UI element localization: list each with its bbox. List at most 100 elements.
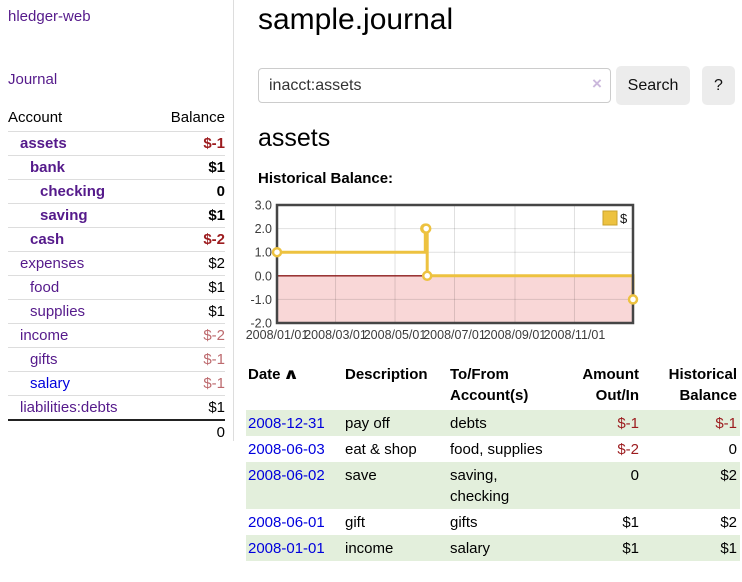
search-button[interactable]: Search [616, 66, 690, 105]
transaction-row[interactable]: 2008-06-02 save saving, checking 0 $2 [246, 462, 740, 509]
account-balance: $-1 [153, 347, 225, 372]
account-row: gifts $-1 [8, 347, 225, 372]
account-link[interactable]: supplies [30, 303, 86, 320]
transaction-balance: $-1 [715, 414, 737, 432]
account-row: food $1 [8, 275, 225, 300]
account-balance: $1 [153, 155, 225, 180]
accounts-total-row: 0 [8, 419, 225, 444]
historical-balance-chart: $3.0 2.0 1.0 0.0 -1.0 -2.02008/01/012008/03/0… [246, 199, 639, 342]
y-tick-label: -1.0 [250, 293, 272, 307]
y-tick-label: 3.0 [255, 199, 272, 213]
legend-swatch [602, 210, 618, 226]
account-row: expenses $2 [8, 251, 225, 276]
transaction-row[interactable]: 2008-12-31 pay off debts $-1 $-1 [246, 410, 740, 436]
transaction-amount: $1 [622, 539, 639, 557]
account-link[interactable]: cash [30, 231, 65, 248]
account-row: salary $-1 [8, 371, 225, 396]
account-balance: $1 [153, 203, 225, 228]
transaction-accounts: debts [450, 414, 487, 432]
transaction-description: pay off [345, 414, 390, 432]
data-point-marker [271, 246, 283, 258]
search-input[interactable] [258, 68, 611, 103]
x-tick-label: 2008/11/01 [544, 328, 606, 342]
x-tick-label: 2008/09/01 [484, 328, 547, 342]
transaction-row[interactable]: 2008-06-03 eat & shop food, supplies $-2 0 [246, 436, 740, 462]
x-tick-label: 2008/07/01 [423, 328, 486, 342]
data-point-marker [420, 223, 432, 234]
account-link[interactable]: expenses [20, 255, 85, 272]
data-point-marker [627, 294, 639, 305]
app-title-link[interactable]: hledger-web [8, 8, 91, 25]
transaction-row[interactable]: 2008-01-01 income salary $1 $1 [246, 535, 740, 561]
amount-column-header: Amount Out/In [582, 366, 639, 404]
legend-label: $ [620, 211, 628, 226]
accounts-table-header: Account Balance [8, 105, 225, 132]
transaction-row[interactable]: 2008-06-01 gift gifts $1 $2 [246, 509, 740, 535]
account-link[interactable]: saving [40, 207, 88, 224]
tofrom-column-header: To/From Account(s) [450, 366, 529, 404]
help-button[interactable]: ? [702, 66, 735, 105]
transaction-amount: 0 [630, 466, 639, 484]
account-row: liabilities:debts $1 [8, 395, 225, 420]
account-link[interactable]: food [30, 279, 60, 296]
account-link[interactable]: assets [20, 135, 67, 152]
account-row: saving $1 [8, 203, 225, 228]
accounts-table: Account Balance assets $-1 bank $1 checking 0… [8, 105, 225, 444]
transaction-balance: $2 [720, 513, 737, 531]
accounts-table-body: assets $-1 bank $1 checking 0 saving $1 cash $-2 e… [8, 131, 225, 444]
sidebar-divider [233, 0, 234, 441]
balance-column-header: Balance [170, 109, 225, 126]
account-link[interactable]: gifts [30, 351, 58, 368]
account-balance: $-2 [153, 227, 225, 252]
sidebar: hledger-web Journal Account Balance asse… [0, 0, 233, 582]
y-tick-label: 2.0 [255, 222, 272, 236]
transaction-accounts: gifts [450, 513, 478, 531]
account-row: supplies $1 [8, 299, 225, 324]
account-link[interactable]: liabilities:debts [20, 399, 118, 416]
accounts-total-value: 0 [153, 419, 225, 444]
sort-asc-icon: ∧ [282, 366, 299, 383]
transaction-description: save [345, 466, 377, 484]
transaction-description: gift [345, 513, 366, 531]
account-link[interactable]: checking [40, 183, 106, 200]
register-table: Date ∧ Description To/From Account(s) Amou… [246, 362, 740, 561]
transaction-amount: $1 [622, 513, 639, 531]
sidebar-item-journal[interactable]: Journal [8, 71, 58, 88]
account-row: assets $-1 [8, 131, 225, 156]
transaction-date-link[interactable]: 2008-01-01 [248, 539, 325, 557]
transaction-date-link[interactable]: 2008-06-03 [248, 440, 325, 458]
register-table-body: 2008-12-31 pay off debts $-1 $-1 2008-06-03 ea… [246, 410, 740, 561]
transaction-amount: $-2 [617, 440, 639, 458]
transaction-accounts: food, supplies [450, 440, 543, 458]
negative-region [277, 275, 633, 323]
y-tick-label: 0.0 [255, 269, 272, 283]
x-tick-label: 2008/03/01 [304, 328, 367, 342]
transaction-date-link[interactable]: 2008-06-01 [248, 513, 325, 531]
account-link[interactable]: salary [30, 375, 71, 392]
data-point-marker [421, 270, 433, 282]
account-row: bank $1 [8, 155, 225, 180]
account-row: checking 0 [8, 179, 225, 204]
account-balance: $1 [153, 395, 225, 420]
account-balance: $1 [153, 299, 225, 324]
account-link[interactable]: income [20, 327, 69, 344]
account-balance: $-1 [153, 131, 225, 156]
plot-border [275, 203, 635, 325]
y-tick-label: -2.0 [250, 317, 272, 331]
account-link[interactable]: bank [30, 159, 66, 176]
transaction-date-link[interactable]: 2008-06-02 [248, 466, 325, 484]
transaction-balance: $2 [720, 466, 737, 484]
account-balance: $-1 [153, 371, 225, 396]
account-balance: $2 [153, 251, 225, 276]
transaction-date-link[interactable]: 2008-12-31 [248, 414, 325, 432]
account-balance: $-2 [153, 323, 225, 348]
account-balance: $1 [153, 275, 225, 300]
account-column-header: Account [8, 109, 63, 126]
date-column-header[interactable]: Date ∧ [248, 366, 299, 383]
x-tick-label: 2008/01/01 [246, 328, 308, 342]
transaction-balance: $1 [720, 539, 737, 557]
transaction-description: income [345, 539, 394, 557]
clear-search-icon[interactable]: × [592, 74, 602, 93]
chart-label: Historical Balance: [258, 170, 394, 187]
register-header-row: Date ∧ Description To/From Account(s) Amou… [246, 362, 740, 410]
